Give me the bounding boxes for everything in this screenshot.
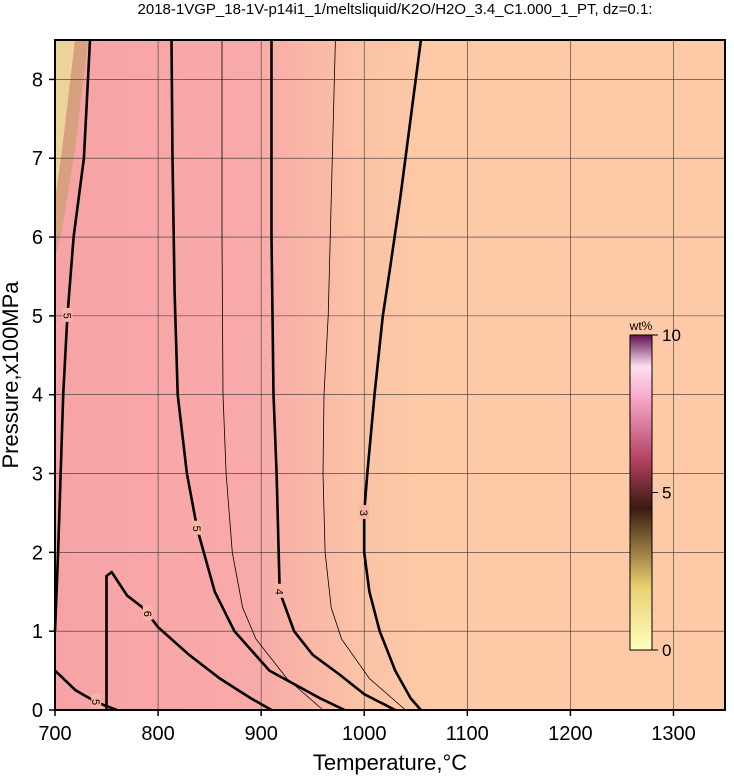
contour-label: 5 <box>60 313 72 319</box>
plot-frame <box>54 39 726 711</box>
colorbar-tick-label: 0 <box>662 641 671 660</box>
contour-label: 5 <box>190 526 202 532</box>
contour-label-bg <box>274 583 285 598</box>
contour-label: 3 <box>357 510 369 516</box>
contour-label-bg <box>62 307 73 322</box>
y-axis-label: Pressure,x100MPa <box>0 281 23 469</box>
y-tick-label: 7 <box>32 148 43 170</box>
contour-label: 6 <box>141 611 153 617</box>
x-tick-label: 900 <box>244 723 277 745</box>
colorbar-tick-label: 10 <box>662 326 681 345</box>
contour-label-bg <box>192 520 203 535</box>
y-tick-label: 2 <box>32 542 43 564</box>
y-tick-label: 4 <box>32 385 43 407</box>
contour-label-bg <box>142 605 153 620</box>
y-tick-label: 6 <box>32 227 43 249</box>
x-tick-label: 800 <box>141 723 174 745</box>
colorbar-label: wt% <box>629 319 653 333</box>
y-tick-label: 3 <box>32 464 43 486</box>
contours: 3 4 5 5 5 6 <box>53 39 423 712</box>
contour-label-bg <box>359 504 370 519</box>
y-tick-label: 0 <box>32 700 43 722</box>
contour-label-bg <box>91 694 102 709</box>
contour-line <box>221 40 324 711</box>
contour-line <box>322 39 406 711</box>
colorbar-tick-label: 5 <box>662 484 671 503</box>
colorbar <box>629 334 653 651</box>
y-tick-label: 1 <box>32 621 43 643</box>
x-tick-label: 1100 <box>446 723 489 745</box>
colorbar-ticks: 0 5 10 <box>652 326 681 660</box>
x-tick-label: 1300 <box>651 723 696 745</box>
y-tick-label: 8 <box>32 69 43 91</box>
plot-background <box>55 40 725 710</box>
contour-label: 5 <box>89 699 101 705</box>
x-tick-label: 1200 <box>548 723 593 745</box>
x-axis-label: Temperature,°C <box>313 750 467 775</box>
chart-title: 2018-1VGP_18-1V-p14i1_1/meltsliquid/K2O/… <box>138 1 653 18</box>
x-tick-label: 700 <box>38 723 71 745</box>
y-tick-label: 5 <box>32 306 43 328</box>
x-tick-label: 1000 <box>342 723 387 745</box>
contour-label: 4 <box>273 589 285 595</box>
light-region <box>55 40 75 200</box>
contour-line <box>362 39 423 711</box>
